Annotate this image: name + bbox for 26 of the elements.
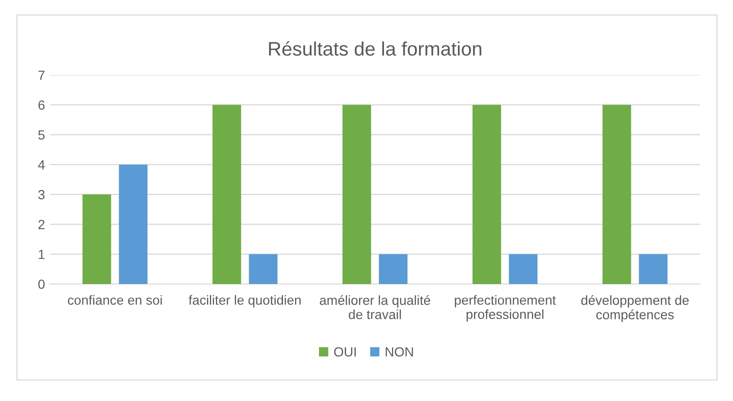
y-tick-label: 1 bbox=[38, 250, 44, 259]
x-tick-label: perfectionnement professionnel bbox=[454, 295, 556, 322]
y-tick-label: 6 bbox=[38, 100, 45, 110]
y-tick-label: 0 bbox=[38, 280, 45, 289]
bar bbox=[378, 254, 408, 284]
bar bbox=[212, 104, 242, 284]
y-tick-label: 5 bbox=[38, 130, 45, 140]
y-tick-label: 2 bbox=[38, 220, 44, 230]
legend-label: NON bbox=[386, 347, 413, 357]
bar bbox=[342, 104, 372, 284]
bar bbox=[248, 254, 278, 284]
bar bbox=[638, 254, 668, 284]
bar bbox=[472, 104, 502, 284]
x-tick-label: améliorer la qualité de travail bbox=[320, 295, 430, 320]
x-tick-label: développement de compétences bbox=[581, 295, 689, 322]
x-tick-label: faciliter le quotidien bbox=[188, 295, 301, 308]
bar bbox=[508, 254, 538, 284]
x-tick-label: confiance en soi bbox=[68, 295, 162, 305]
bar bbox=[118, 164, 148, 284]
y-tick-label: 3 bbox=[38, 190, 45, 200]
bar bbox=[82, 194, 112, 284]
bar bbox=[602, 104, 632, 284]
y-tick-label: 4 bbox=[38, 160, 45, 170]
y-tick-label: 7 bbox=[38, 70, 44, 80]
chart-title: Résultats de la formation bbox=[269, 41, 482, 56]
legend-label: OUI bbox=[334, 347, 356, 357]
